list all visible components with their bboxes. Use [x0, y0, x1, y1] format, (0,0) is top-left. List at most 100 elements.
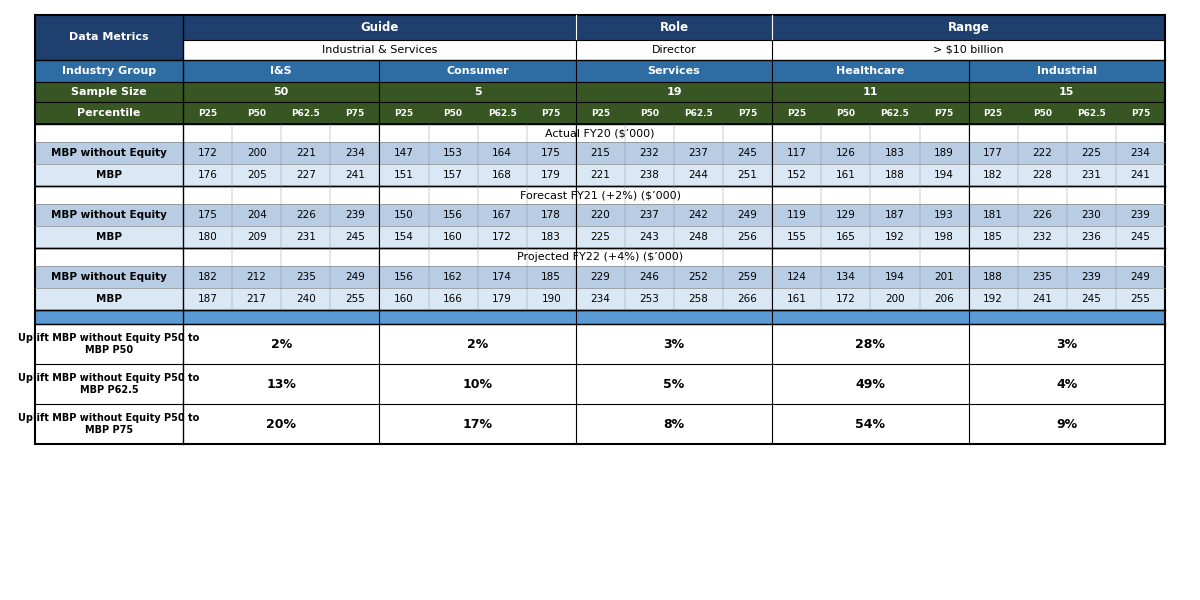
Text: P25: P25: [984, 109, 1003, 118]
Text: 221: 221: [590, 170, 611, 180]
Bar: [870, 226, 919, 248]
Text: 241: 241: [344, 170, 365, 180]
Bar: [35, 60, 182, 82]
Text: Forecast FY21 (+2%) ($’000): Forecast FY21 (+2%) ($’000): [520, 190, 680, 200]
Text: 154: 154: [394, 232, 414, 242]
Bar: [527, 164, 576, 186]
Text: 229: 229: [590, 272, 611, 282]
Text: 185: 185: [983, 232, 1003, 242]
Text: Director: Director: [652, 45, 696, 55]
Bar: [968, 324, 1165, 364]
Text: 252: 252: [689, 272, 708, 282]
Bar: [35, 404, 182, 444]
Bar: [182, 226, 232, 248]
Bar: [478, 288, 527, 310]
Bar: [527, 226, 576, 248]
Bar: [182, 204, 232, 226]
Text: 193: 193: [934, 210, 954, 220]
Text: 256: 256: [738, 232, 757, 242]
Bar: [35, 15, 1165, 444]
Bar: [724, 266, 773, 288]
Text: MBP: MBP: [96, 170, 122, 180]
Bar: [35, 266, 182, 288]
Bar: [1067, 102, 1116, 124]
Bar: [724, 288, 773, 310]
Bar: [35, 102, 182, 124]
Text: 200: 200: [886, 294, 905, 304]
Text: 235: 235: [1032, 272, 1052, 282]
Bar: [919, 226, 968, 248]
Bar: [379, 164, 428, 186]
Bar: [1018, 204, 1067, 226]
Text: 194: 194: [934, 170, 954, 180]
Text: Role: Role: [660, 21, 689, 34]
Text: 172: 172: [492, 232, 512, 242]
Bar: [428, 266, 478, 288]
Text: 9%: 9%: [1056, 418, 1078, 431]
Bar: [821, 164, 870, 186]
Bar: [773, 40, 1165, 60]
Text: 182: 182: [198, 272, 217, 282]
Bar: [919, 142, 968, 164]
Text: P62.5: P62.5: [487, 109, 516, 118]
Bar: [1116, 164, 1165, 186]
Bar: [232, 266, 281, 288]
Text: 161: 161: [787, 294, 806, 304]
Text: Guide: Guide: [360, 21, 398, 34]
Bar: [576, 60, 773, 82]
Bar: [576, 82, 773, 102]
Bar: [576, 142, 625, 164]
Text: 49%: 49%: [856, 377, 886, 391]
Bar: [625, 288, 674, 310]
Text: 164: 164: [492, 148, 512, 158]
Text: 2%: 2%: [467, 337, 488, 350]
Bar: [773, 364, 968, 404]
Bar: [821, 204, 870, 226]
Text: 189: 189: [934, 148, 954, 158]
Bar: [821, 226, 870, 248]
Bar: [773, 204, 821, 226]
Text: 168: 168: [492, 170, 512, 180]
Text: P62.5: P62.5: [292, 109, 320, 118]
Text: 180: 180: [198, 232, 217, 242]
Text: 255: 255: [1130, 294, 1151, 304]
Bar: [379, 324, 576, 364]
Text: 234: 234: [1130, 148, 1151, 158]
Text: 215: 215: [590, 148, 611, 158]
Text: 245: 245: [344, 232, 365, 242]
Text: 5: 5: [474, 87, 481, 97]
Text: MBP without Equity: MBP without Equity: [52, 148, 167, 158]
Bar: [576, 364, 773, 404]
Bar: [968, 404, 1165, 444]
Bar: [576, 266, 625, 288]
Text: 259: 259: [738, 272, 757, 282]
Bar: [625, 164, 674, 186]
Bar: [968, 82, 1165, 102]
Bar: [182, 324, 379, 364]
Bar: [428, 102, 478, 124]
Text: 19: 19: [666, 87, 682, 97]
Text: 226: 226: [1032, 210, 1052, 220]
Text: 4%: 4%: [1056, 377, 1078, 391]
Text: 246: 246: [640, 272, 659, 282]
Bar: [428, 204, 478, 226]
Bar: [330, 266, 379, 288]
Text: 232: 232: [640, 148, 659, 158]
Bar: [576, 404, 773, 444]
Bar: [968, 364, 1165, 404]
Text: P50: P50: [836, 109, 856, 118]
Text: P62.5: P62.5: [1076, 109, 1105, 118]
Text: 3%: 3%: [1056, 337, 1078, 350]
Text: 237: 237: [689, 148, 708, 158]
Bar: [1116, 226, 1165, 248]
Bar: [773, 142, 821, 164]
Bar: [773, 266, 821, 288]
Text: P75: P75: [541, 109, 560, 118]
Text: 156: 156: [394, 272, 414, 282]
Text: Uplift MBP without Equity P50 to
MBP P75: Uplift MBP without Equity P50 to MBP P75: [18, 413, 199, 435]
Bar: [1067, 204, 1116, 226]
Text: Projected FY22 (+4%) ($’000): Projected FY22 (+4%) ($’000): [517, 252, 683, 262]
Text: MBP: MBP: [96, 232, 122, 242]
Text: 134: 134: [836, 272, 856, 282]
Text: 156: 156: [443, 210, 463, 220]
